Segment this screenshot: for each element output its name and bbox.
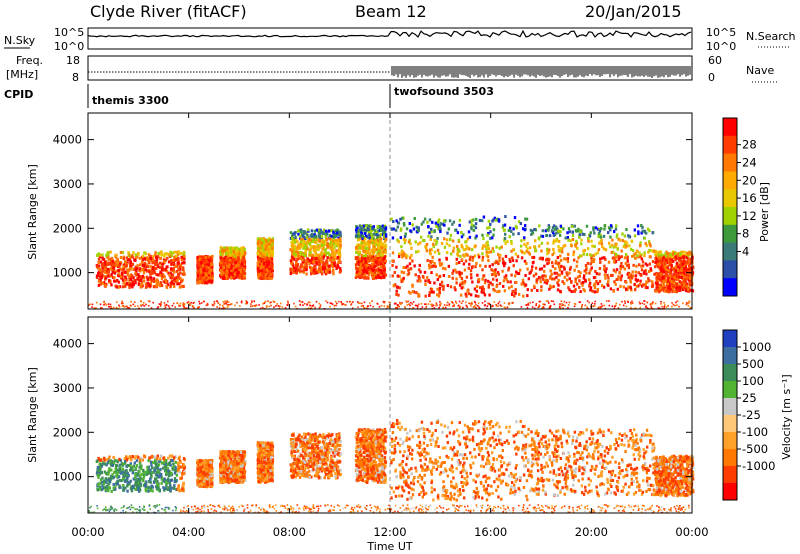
colorbar-segment: [723, 242, 737, 261]
colorbar-segment: [723, 207, 737, 226]
nave-label: Nave: [746, 64, 774, 77]
nsearch-tick-bottom: 10^0: [706, 40, 736, 53]
nsky-frame: [87, 27, 693, 50]
x-tick-label: 16:00: [474, 525, 507, 539]
power-ylabel: Slant Range [km]: [26, 164, 39, 260]
colorbar-segment: [723, 364, 737, 382]
velocity-cbar-label: Velocity [m s⁻¹]: [780, 374, 793, 459]
colorbar-tick-label: 16: [742, 191, 757, 205]
colorbar-tick-label: 8: [742, 227, 749, 241]
colorbar-tick-label: 12: [742, 209, 757, 223]
power-panel: 1000 2000 3000 4000 Slant Range [km] 28 24 20…: [26, 112, 771, 310]
colorbar-segment: [723, 189, 737, 208]
colorbar-segment: [723, 432, 737, 450]
colorbar-tick-label: 28: [742, 138, 757, 152]
x-tick-label: 00:00: [71, 525, 104, 539]
x-tick-label: 08:00: [273, 525, 306, 539]
colorbar-tick-label: 1000: [742, 340, 771, 354]
colorbar-segment: [723, 398, 737, 416]
nsearch-label: N.Search: [746, 30, 796, 43]
freq-unit-label: [MHz]: [6, 68, 38, 81]
colorbar-segment: [723, 153, 737, 172]
cpid-mode-2: twofsound 3503: [394, 85, 494, 98]
y-tick-label: 1000: [53, 266, 82, 280]
velocity-panel: 1000 2000 3000 4000 Slant Range [km] 1000 50…: [26, 316, 793, 514]
cpid-label: CPID: [4, 88, 33, 101]
nave-trace: [391, 66, 693, 78]
x-tick-label: 00:00: [675, 525, 708, 539]
station-title: Clyde River (fitACF): [90, 2, 247, 21]
colorbar-segment: [723, 483, 737, 501]
cpid-row: CPID themis 3300 twofsound 3503: [4, 84, 494, 108]
y-tick-label: 2000: [53, 221, 82, 235]
nsky-panel: N.Sky 10^5 10^0 10^5 10^0 N.Search: [4, 26, 796, 53]
x-tick-label: 12:00: [373, 525, 406, 539]
colorbar-tick-label: 25: [742, 391, 757, 405]
colorbar-segment: [723, 330, 737, 348]
colorbar-segment: [723, 224, 737, 244]
date-title: 20/Jan/2015: [585, 2, 682, 21]
colorbar-tick-label: 100: [742, 374, 764, 388]
colorbar-tick-label: 500: [742, 357, 764, 371]
colorbar-tick-label: 20: [742, 173, 757, 187]
nsearch-tick-top: 10^5: [706, 26, 736, 39]
colorbar-tick-label: -100: [742, 425, 768, 439]
nsky-label: N.Sky: [4, 34, 36, 47]
freq-panel: Freq. [MHz] 18 8 60 0 Nave: [6, 54, 778, 84]
x-axis-label: Time UT: [366, 540, 412, 553]
colorbar-segment: [723, 415, 737, 433]
nave-tick-top: 60: [708, 54, 722, 67]
colorbar-segment: [723, 260, 737, 279]
colorbar-segment: [723, 135, 737, 155]
colorbar-tick-label: -1000: [742, 459, 775, 473]
beam-title: Beam 12: [355, 2, 427, 21]
colorbar-tick-label: -500: [742, 442, 768, 456]
colorbar-tick-label: 24: [742, 156, 757, 170]
nsky-tick-top: 10^5: [54, 26, 84, 39]
freq-frame: [87, 55, 693, 81]
y-tick-label: 2000: [53, 425, 82, 439]
colorbar-tick-label: 4: [742, 245, 749, 259]
colorbar-segment: [723, 449, 737, 467]
freq-label: Freq.: [16, 54, 43, 67]
colorbar-segment: [723, 347, 737, 365]
freq-tick-top: 18: [66, 54, 80, 67]
colorbar-segment: [723, 171, 737, 190]
nsky-trace: [87, 29, 692, 38]
velocity-data: [88, 418, 695, 514]
colorbar-segment: [723, 118, 737, 137]
colorbar-segment: [723, 466, 737, 484]
x-tick-label: 04:00: [172, 525, 205, 539]
y-tick-label: 1000: [53, 470, 82, 484]
velocity-ylabel: Slant Range [km]: [26, 367, 39, 463]
power-data: [88, 215, 695, 310]
colorbar-segment: [723, 278, 737, 297]
x-tick-label: 20:00: [575, 525, 608, 539]
power-cbar-label: Power [dB]: [758, 182, 771, 242]
nsky-tick-bottom: 10^0: [54, 40, 84, 53]
y-tick-label: 3000: [53, 177, 82, 191]
y-tick-label: 4000: [53, 133, 82, 147]
y-tick-label: 4000: [53, 337, 82, 351]
freq-tick-bottom: 8: [72, 71, 79, 84]
nave-tick-bottom: 0: [708, 71, 715, 84]
colorbar-segment: [723, 381, 737, 399]
colorbar-tick-label: -25: [742, 408, 761, 422]
y-tick-label: 3000: [53, 381, 82, 395]
cpid-mode-1: themis 3300: [92, 94, 169, 107]
